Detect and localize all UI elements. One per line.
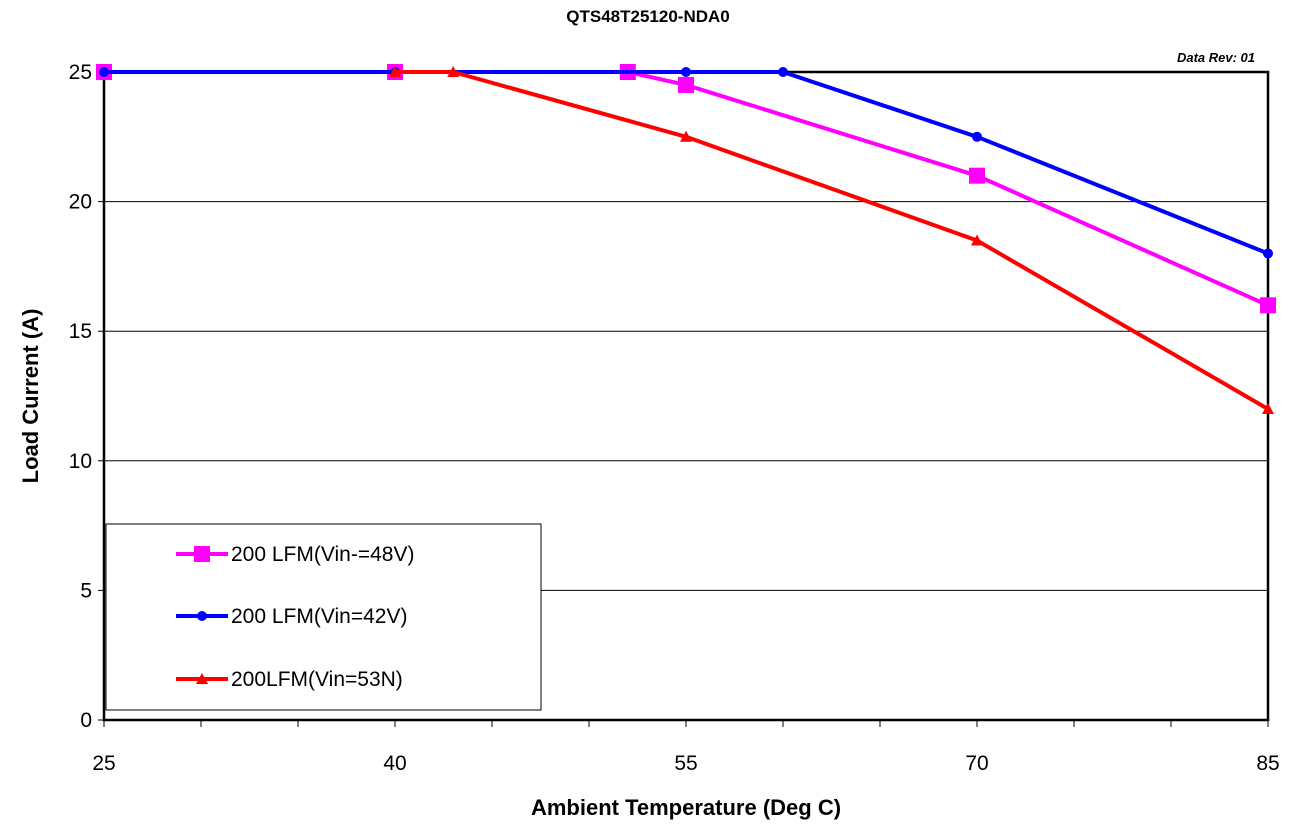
y-tick-label-0: 0 [80,709,92,732]
data-point-2-0 [389,66,401,77]
legend-marker-0 [194,546,210,562]
x-tick-label-70: 70 [965,752,988,775]
data-point-1-5 [1263,248,1273,259]
data-point-2-1 [447,66,460,77]
series-line-1 [104,70,1269,256]
y-tick-label-10: 10 [69,450,92,473]
y-tick-label-15: 15 [69,320,92,343]
chart-title: QTS48T25120-NDA0 [566,7,729,26]
y-tick-label-5: 5 [80,579,92,602]
legend-label-0: 200 LFM(Vin-=48V) [231,543,414,566]
data-point-1-0 [99,67,109,77]
data-point-2-2 [680,130,692,142]
data-point-2-4 [1262,402,1274,414]
data-point-1-2 [681,67,691,77]
legend-item-0: 200 LFM(Vin-=48V) [176,543,414,566]
legend-item-2: 200LFM(Vin=53N) [176,668,403,691]
x-tick-label-25: 25 [92,752,115,775]
axis-ticks: 0 5 10 15 20 25 25 40 55 70 85 [69,61,1280,775]
series-1 [99,67,1273,259]
y-axis-label: Load Current (A) [18,309,43,484]
series-2 [389,66,1274,414]
series-line-2 [395,70,1270,411]
x-tick-label-40: 40 [383,752,406,775]
data-point-1-3 [778,67,788,77]
data-point-0-4 [969,167,985,184]
data-point-0-5 [1260,297,1276,314]
series-0 [96,64,1276,314]
legend-item-1: 200 LFM(Vin=42V) [176,605,407,628]
y-tick-label-25: 25 [69,61,92,84]
data-point-1-4 [972,131,982,142]
legend-marker-2 [196,673,208,684]
series-layer [96,64,1276,414]
x-tick-label-85: 85 [1256,752,1279,775]
data-point-2-3 [971,234,983,246]
legend-marker-1 [197,611,207,621]
gridlines [104,201,1268,591]
y-tick-label-20: 20 [69,191,92,214]
x-axis-label: Ambient Temperature (Deg C) [531,795,841,820]
series-line-0 [104,70,1269,308]
legend-label-1: 200 LFM(Vin=42V) [231,605,407,628]
legend: 200 LFM(Vin-=48V) 200 LFM(Vin=42V) 200LFM(… [105,523,542,711]
x-tick-label-55: 55 [674,752,697,775]
data-point-0-3 [678,76,694,93]
legend-label-2: 200LFM(Vin=53N) [231,668,403,691]
data-revision: Data Rev: 01 [1177,50,1255,65]
